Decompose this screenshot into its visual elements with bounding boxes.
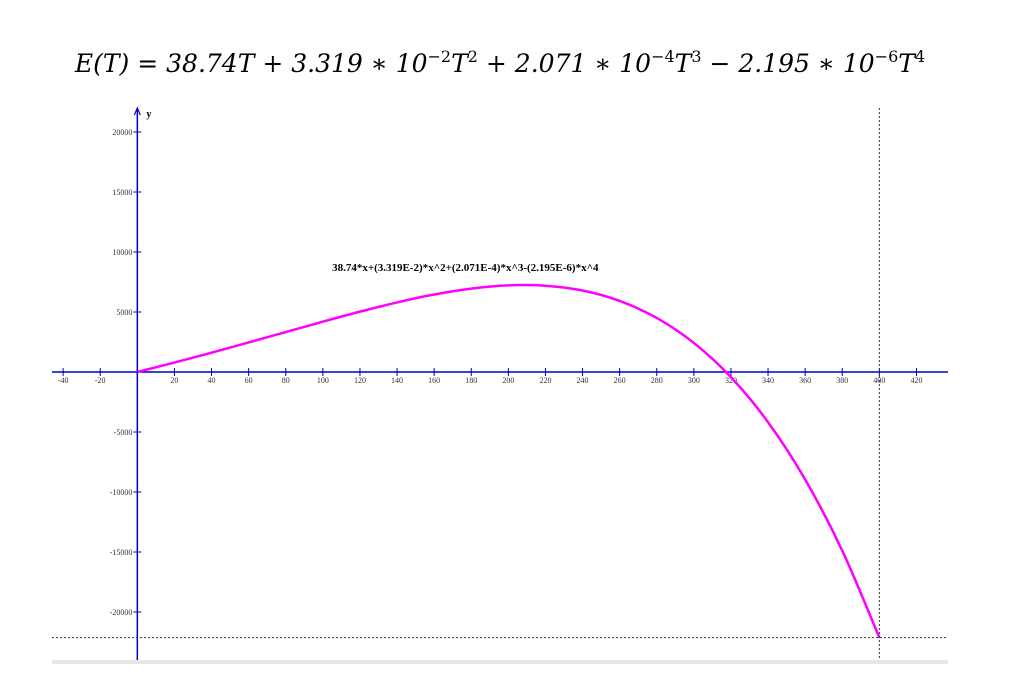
x-tick-label: 100	[317, 376, 329, 385]
title-superscript: −6	[875, 47, 899, 66]
title-superscript: −4	[651, 47, 675, 66]
curve-label: 38.74*x+(3.319E-2)*x^2+(2.071E-4)*x^3-(2…	[332, 262, 599, 274]
title-superscript: 4	[915, 47, 925, 66]
x-tick-label: 20	[170, 376, 178, 385]
title-superscript: 3	[691, 47, 701, 66]
title-part: T	[451, 49, 470, 78]
x-tick-label: 200	[502, 376, 514, 385]
title-superscript: −2	[428, 47, 452, 66]
x-tick-label: 340	[762, 376, 774, 385]
x-tick-label: 320	[725, 376, 737, 385]
x-tick-label: 220	[539, 376, 551, 385]
y-tick-label: 15000	[112, 188, 132, 197]
title-part: E(T) = 38.74T + 3.319 ∗ 10	[74, 49, 428, 78]
x-tick-label: 40	[208, 376, 216, 385]
x-tick-label: 420	[910, 376, 922, 385]
y-axis-label: y	[146, 109, 151, 120]
y-tick-label: -15000	[110, 548, 133, 557]
x-tick-label: 60	[245, 376, 253, 385]
x-tick-label: 280	[651, 376, 663, 385]
x-tick-label: 360	[799, 376, 811, 385]
y-tick-label: -10000	[110, 488, 133, 497]
y-tick-label: 20000	[112, 128, 132, 137]
title-part: + 2.071 ∗ 10	[478, 49, 651, 78]
x-tick-label: 80	[282, 376, 290, 385]
x-tick-label: 380	[836, 376, 848, 385]
x-tick-label: 300	[688, 376, 700, 385]
y-tick-label: -5000	[114, 428, 133, 437]
title-superscript: 2	[468, 47, 478, 66]
x-tick-label: 180	[465, 376, 477, 385]
chart-title: E(T) = 38.74T + 3.319 ∗ 10−2T2 + 2.071 ∗…	[74, 47, 925, 78]
x-tick-label: -40	[58, 376, 69, 385]
x-tick-label: 120	[354, 376, 366, 385]
bottom-bar	[52, 660, 948, 664]
x-tick-label: 240	[577, 376, 589, 385]
x-tick-label: -20	[95, 376, 106, 385]
y-tick-label: -20000	[110, 608, 133, 617]
y-tick-label: 5000	[116, 308, 132, 317]
title-part: − 2.195 ∗ 10	[702, 49, 875, 78]
y-axis-arrow	[133, 106, 141, 116]
x-tick-label: 260	[614, 376, 626, 385]
x-tick-label: 160	[428, 376, 440, 385]
title-part: T	[675, 49, 694, 78]
curve	[137, 283, 881, 639]
y-tick-label: 10000	[112, 248, 132, 257]
title-part: T	[898, 49, 917, 78]
x-tick-label: 140	[391, 376, 403, 385]
